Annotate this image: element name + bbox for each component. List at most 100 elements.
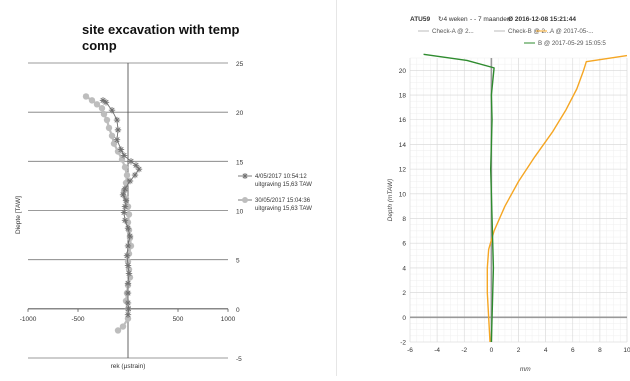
x-tick-label: -4 — [434, 347, 440, 354]
series-point — [113, 116, 121, 124]
series-point — [125, 211, 133, 218]
y-axis-label: Diepte [TAW] — [15, 196, 22, 234]
y-tick-label: 8 — [402, 216, 406, 223]
y-tick-label: 0 — [236, 307, 240, 314]
x-tick-label: 6 — [571, 347, 575, 354]
series-point — [122, 197, 130, 204]
series-point — [105, 124, 113, 132]
y-tick-label: 4 — [402, 265, 406, 272]
series-line — [486, 54, 628, 343]
series-point — [88, 97, 96, 104]
x-tick-label: 0 — [490, 347, 494, 354]
series-line — [423, 53, 495, 343]
x-tick-label: 8 — [598, 347, 602, 354]
series-point — [124, 289, 132, 297]
series-point — [127, 158, 135, 165]
series-point — [124, 225, 132, 232]
y-tick-label: 0 — [402, 315, 406, 322]
legend-label: A @ 2017-05-... — [550, 28, 594, 35]
series-point — [93, 101, 101, 108]
series-point — [102, 99, 110, 106]
legend-label-line2: uitgraving 15,63 TAW — [255, 206, 312, 212]
y-tick-label: 25 — [236, 61, 244, 68]
y-tick-label: 2 — [402, 290, 406, 297]
x-tick-label: -2 — [461, 347, 467, 354]
y-tick-label: 10 — [399, 191, 407, 198]
right-chart-panel: ATU59 ↻4 weken - - 7 maanden Ø 2016-12-08 1… — [380, 0, 630, 376]
y-tick-label: 16 — [399, 117, 407, 124]
x-tick-label: 4 — [544, 347, 548, 354]
series-point — [114, 327, 122, 334]
series-point — [108, 107, 116, 114]
series-point — [99, 97, 107, 104]
series-point — [108, 132, 116, 139]
series-point — [124, 311, 132, 318]
legend-label: Check-B @ 2... — [508, 28, 550, 35]
series-point — [119, 323, 127, 330]
x-axis-label: mm — [520, 366, 531, 373]
panel-divider — [336, 0, 337, 376]
y-tick-label: 5 — [236, 258, 240, 265]
y-tick-label: 10 — [236, 209, 244, 216]
y-tick-label: 12 — [399, 167, 407, 174]
series-point — [110, 140, 118, 147]
x-tick-label: -500 — [71, 316, 84, 323]
legend-label-line2: uitgraving 15,63 TAW — [255, 182, 312, 188]
legend-label: 30/05/2017 15:04:36 — [255, 198, 311, 204]
x-tick-label: 2 — [517, 347, 521, 354]
legend-swatch-marker — [242, 173, 248, 179]
chart-title: comp — [82, 38, 117, 53]
y-tick-label: 15 — [236, 159, 244, 166]
x-tick-label: 10 — [623, 347, 630, 354]
series-point — [124, 262, 132, 269]
series-point — [113, 136, 121, 143]
series-point — [121, 217, 129, 224]
series-point — [120, 209, 128, 216]
y-tick-label: 18 — [399, 93, 407, 100]
series-point — [121, 185, 129, 193]
x-tick-label: 1000 — [221, 316, 236, 323]
legend-label: B @ 2017-05-29 15:05:5 — [538, 40, 606, 47]
series-point — [125, 266, 133, 273]
chart-title: site excavation with temp — [82, 22, 240, 37]
series-point — [124, 280, 132, 287]
y-tick-label: 6 — [402, 241, 406, 248]
series-point — [123, 252, 131, 259]
series-point — [124, 299, 132, 307]
series-point — [98, 105, 106, 112]
series-point — [120, 152, 128, 159]
series-point — [114, 126, 122, 134]
series-point — [119, 191, 127, 198]
series-point — [132, 162, 140, 169]
x-tick-label: -1000 — [20, 316, 37, 323]
x-axis-label: rek (µstrain) — [111, 363, 146, 370]
series-point — [82, 93, 90, 100]
left-chart-panel: site excavation with temp comp -5 0 5 10 15 20 2… — [15, 22, 313, 370]
series-point — [125, 305, 132, 313]
y-tick-label: 14 — [399, 142, 407, 149]
legend-swatch-marker — [242, 197, 248, 203]
series-point — [126, 232, 134, 240]
y-tick-label: 20 — [236, 110, 244, 117]
x-tick-label: 500 — [173, 316, 184, 323]
y-axis-label: Depth (mTAW) — [387, 179, 394, 222]
series-point — [125, 270, 133, 277]
series-point — [126, 177, 134, 185]
series-point — [121, 203, 129, 210]
header-item: - - 7 maanden — [470, 16, 511, 23]
series-point — [117, 146, 125, 153]
series-point — [124, 315, 132, 322]
y-tick-label: 20 — [399, 68, 407, 75]
x-tick-label: -6 — [407, 347, 413, 354]
series-point — [100, 110, 108, 118]
series-point — [121, 164, 129, 171]
series-point — [135, 166, 143, 173]
series-point — [103, 116, 111, 124]
y-tick-label: -5 — [236, 356, 242, 363]
header-item: Ø 2016-12-08 15:21:44 — [508, 16, 576, 23]
series-line — [102, 99, 140, 315]
header-item: ↻4 weken — [438, 16, 468, 23]
series-point — [124, 242, 132, 250]
